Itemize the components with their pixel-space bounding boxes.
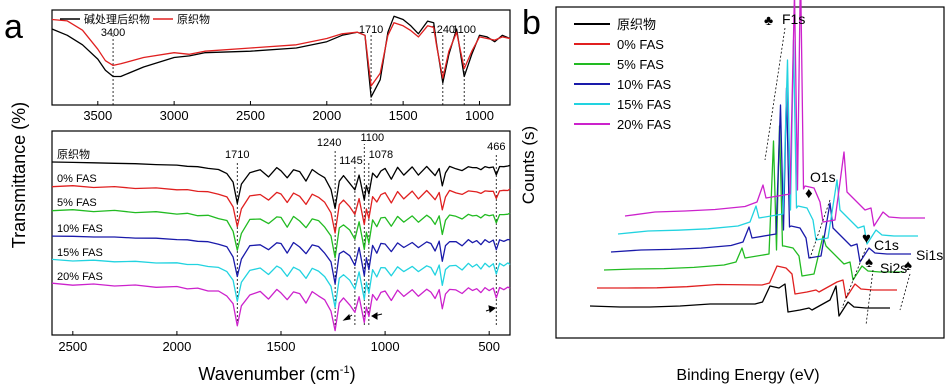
bottom-series-label: 10% FAS — [57, 223, 103, 235]
panel-b-xlabel: Binding Energy (eV) — [676, 367, 819, 384]
bottom-series-label: 20% FAS — [57, 271, 103, 283]
bottom-tick-label: 500 — [478, 339, 500, 354]
bottom-arrows — [342, 305, 497, 321]
xps-series-20-fas — [624, 0, 925, 227]
bottom-series-label: 15% FAS — [57, 247, 103, 259]
panel-a-ylabel: Transmittance (%) — [9, 102, 29, 248]
si2s-symbol: ♠ — [865, 254, 873, 271]
top-tick-label: 3500 — [83, 108, 112, 123]
panel-b-ylabel: Counts (s) — [519, 126, 538, 204]
arrow-head-466 — [488, 305, 497, 313]
panel-a-xlabel: Wavenumber (cm-1) — [198, 364, 355, 384]
bottom-tick-label: 2500 — [58, 339, 87, 354]
top-series-series-1 — [51, 18, 511, 87]
top-tick-label: 1000 — [465, 108, 494, 123]
xps-series-5-fas — [603, 125, 904, 281]
xps-series — [589, 0, 925, 317]
bottom-tick-label: 2000 — [162, 339, 191, 354]
xps-legend-label: 10% FAS — [617, 77, 672, 92]
legend-label-original: 原织物 — [177, 12, 210, 26]
panel-b: b Counts (s) 原织物 0% FAS 5% FAS 10% FAS 15% F… — [519, 0, 945, 384]
xps-legend-label: 15% FAS — [617, 97, 672, 112]
bottom-series-10-fas — [51, 235, 511, 285]
top-series-series-0 — [51, 15, 511, 98]
bottom-series-label: 5% FAS — [57, 197, 97, 209]
bottom-tick-label: 1500 — [267, 339, 296, 354]
xps-legend-label: 原织物 — [617, 17, 656, 32]
bottom-peak-label: 1100 — [360, 132, 384, 144]
bottom-series-label: 原织物 — [57, 147, 90, 161]
bottom-peak-label: 1078 — [369, 149, 393, 161]
c1s-symbol: ♥ — [862, 230, 871, 247]
xps-series-15-fas — [617, 39, 918, 245]
panel-a: a Transmittance (%) 3500 3000 2500 2000 1500… — [4, 8, 511, 384]
arrow-head-1200 — [342, 314, 351, 321]
xps-series-0-fas — [597, 265, 897, 299]
f1s-label: F1s — [782, 11, 805, 27]
bottom-tick-label: 1000 — [371, 339, 400, 354]
xps-legend: 原织物 0% FAS 5% FAS 10% FAS 15% FAS 20% FAS — [574, 17, 672, 132]
top-plot-frame — [51, 9, 511, 106]
top-x-ticks: 3500 3000 2500 2000 1500 1000 — [83, 101, 494, 123]
si2s-leader — [865, 269, 874, 326]
top-peak-label: 3400 — [101, 27, 125, 39]
xps-series-series-0 — [589, 283, 890, 317]
c1s-leader — [841, 247, 867, 309]
top-legend: 碱处理后织物 原织物 — [60, 12, 210, 26]
xps-peak-labels: ♣ F1s ♦ O1s C1s ♥ ♠ Si2s ♠ Si1s — [764, 11, 943, 326]
top-peak-label: 1240 — [431, 24, 455, 36]
panel-b-letter: b — [522, 4, 541, 42]
arrow-head-1078 — [371, 312, 378, 320]
o1s-label: O1s — [810, 169, 836, 185]
top-tick-label: 3000 — [160, 108, 189, 123]
bottom-peak-label: 1710 — [225, 149, 249, 161]
bottom-peak-label: 466 — [487, 141, 505, 153]
si2s-label: Si2s — [880, 260, 907, 276]
xps-series-10-fas — [610, 87, 911, 263]
bottom-series-15-fas — [51, 258, 511, 309]
panel-a-letter: a — [4, 8, 23, 46]
bottom-series-20-fas — [51, 282, 511, 332]
bottom-series: 原织物 0% FAS 5% FAS 10% FAS 15% FAS 20% FAS — [51, 147, 511, 332]
top-tick-label: 1500 — [389, 108, 418, 123]
xps-legend-label: 5% FAS — [617, 57, 664, 72]
bottom-series-0-fas — [51, 185, 511, 234]
xps-plot-frame — [555, 6, 945, 339]
si1s-label: Si1s — [916, 247, 943, 263]
bottom-peak-label: 1240 — [317, 137, 341, 149]
top-series — [51, 15, 511, 98]
o1s-symbol: ♦ — [805, 185, 813, 202]
xps-legend-label: 20% FAS — [617, 117, 672, 132]
bottom-series-5-fas — [51, 209, 511, 259]
si1s-symbol: ♠ — [904, 257, 912, 274]
top-tick-label: 2500 — [236, 108, 265, 123]
bottom-series-series-0 — [51, 161, 511, 210]
top-tick-label: 2000 — [312, 108, 341, 123]
top-peak-label: 1100 — [452, 24, 476, 36]
top-peak-label: 1710 — [359, 24, 383, 36]
f1s-symbol: ♣ — [764, 12, 773, 28]
bottom-peak-label: 1145 — [339, 155, 363, 167]
legend-label-alkali: 碱处理后织物 — [84, 12, 150, 26]
xps-legend-label: 0% FAS — [617, 37, 664, 52]
c1s-label: C1s — [874, 237, 899, 253]
bottom-series-label: 0% FAS — [57, 173, 97, 185]
bottom-x-ticks: 2500 2000 1500 1000 500 — [58, 331, 500, 354]
